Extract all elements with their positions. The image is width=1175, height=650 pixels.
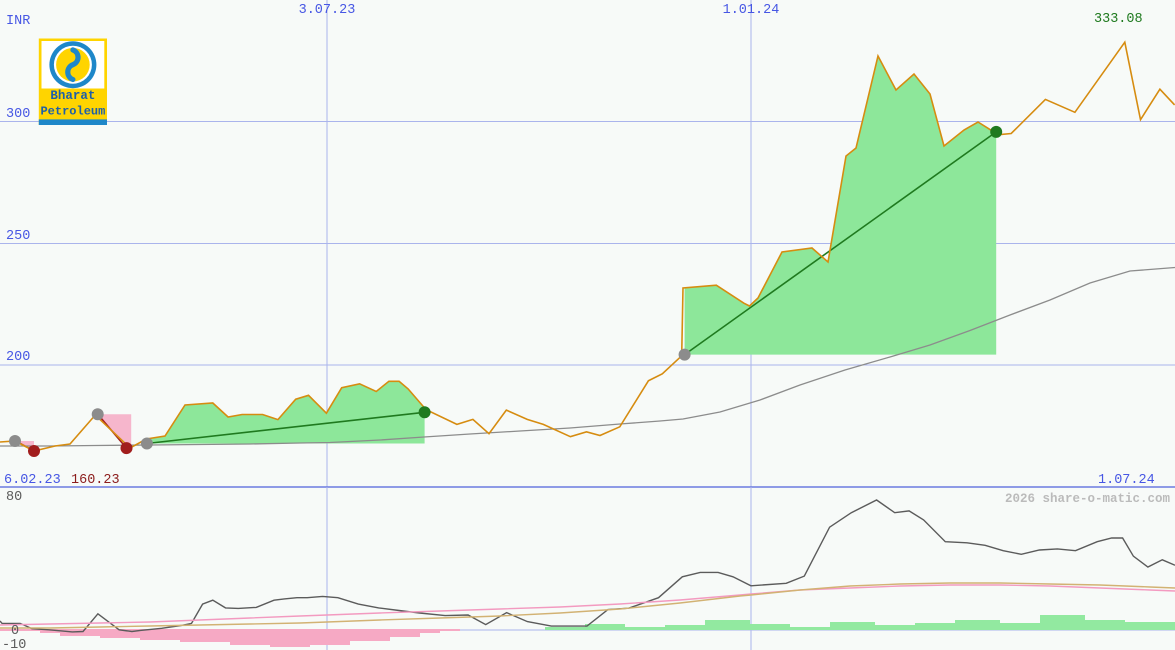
svg-text:250: 250 [6, 229, 30, 244]
svg-text:6.02.23: 6.02.23 [4, 473, 61, 488]
svg-text:0: 0 [11, 624, 19, 639]
svg-text:-10: -10 [2, 638, 26, 650]
svg-text:2026 share-o-matic.com: 2026 share-o-matic.com [1005, 492, 1171, 506]
svg-text:1.07.24: 1.07.24 [1098, 473, 1155, 488]
svg-text:3.07.23: 3.07.23 [299, 3, 356, 18]
svg-text:300: 300 [6, 107, 30, 122]
svg-text:200: 200 [6, 350, 30, 365]
svg-text:Bharat: Bharat [50, 89, 95, 103]
svg-text:INR: INR [6, 14, 30, 29]
svg-text:Petroleum: Petroleum [40, 105, 105, 119]
svg-text:1.01.24: 1.01.24 [723, 3, 780, 18]
svg-text:333.08: 333.08 [1094, 12, 1143, 27]
svg-text:80: 80 [6, 490, 22, 505]
svg-text:160.23: 160.23 [71, 473, 120, 488]
